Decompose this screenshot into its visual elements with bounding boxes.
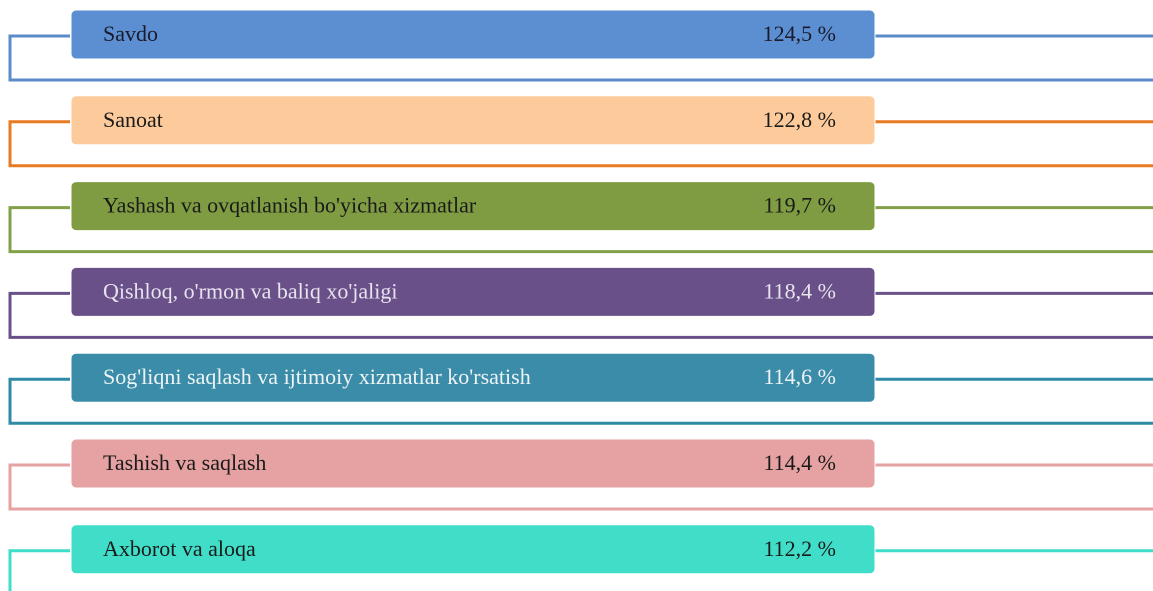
item-value: 118,4 %: [763, 278, 836, 303]
item-box: [70, 9, 876, 60]
item-box: [70, 266, 876, 317]
item-value: 114,6 %: [763, 364, 836, 389]
item-box: [70, 352, 876, 403]
connector: [8, 377, 1153, 425]
item-box: [70, 181, 876, 232]
item-value: 124,5 %: [763, 21, 836, 46]
item-label: Qishloq, o'rmon va baliq xo'jaligi: [103, 278, 398, 303]
item-label: Savdo: [103, 21, 158, 46]
connector: [8, 120, 1153, 168]
item-label: Sog'liqni saqlash va ijtimoiy xizmatlar …: [103, 364, 531, 389]
item-value: 112,2 %: [763, 536, 836, 561]
item-box: [70, 438, 876, 489]
item-label: Yashash va ovqatlanish bo'yicha xizmatla…: [103, 193, 477, 218]
item-box: [70, 524, 876, 575]
connector: [8, 463, 1153, 511]
item-value: 119,7 %: [763, 193, 836, 218]
connector: [8, 291, 1153, 339]
connector: [8, 549, 70, 591]
connector: [8, 206, 1153, 254]
item-label: Sanoat: [103, 107, 163, 132]
connector: [8, 34, 1153, 82]
item-box: [70, 95, 876, 146]
item-value: 122,8 %: [763, 107, 836, 132]
item-label: Axborot va aloqa: [103, 536, 256, 561]
item-label: Tashish va saqlash: [103, 450, 266, 475]
item-value: 114,4 %: [763, 450, 836, 475]
